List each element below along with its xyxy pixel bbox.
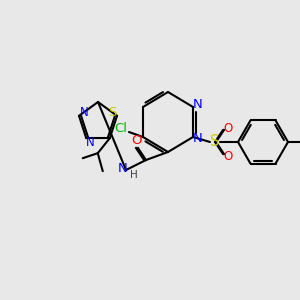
Text: S: S	[210, 134, 220, 149]
Text: N: N	[193, 98, 203, 110]
Text: N: N	[80, 106, 88, 119]
Text: N: N	[86, 136, 94, 149]
Text: H: H	[130, 170, 138, 180]
Text: N: N	[118, 163, 128, 176]
Text: O: O	[131, 134, 141, 148]
Text: O: O	[224, 122, 232, 134]
Text: N: N	[193, 133, 203, 146]
Text: S: S	[108, 106, 116, 119]
Text: Cl: Cl	[115, 122, 128, 136]
Text: O: O	[224, 149, 232, 163]
